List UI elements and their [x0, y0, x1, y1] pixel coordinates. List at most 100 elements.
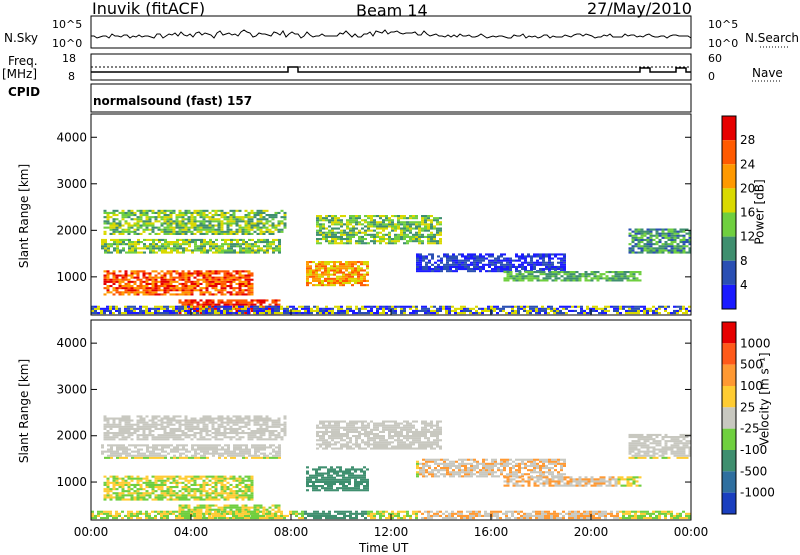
echo-cell [176, 227, 179, 229]
echo-cell [463, 306, 466, 308]
echo-cell [143, 239, 146, 241]
echo-cell [221, 289, 224, 291]
echo-cell [549, 271, 552, 273]
echo-cell [110, 418, 113, 420]
echo-cell [649, 308, 652, 310]
echo-cell [122, 420, 125, 422]
echo-cell [194, 426, 197, 428]
echo-cell [215, 239, 218, 241]
echo-cell [140, 281, 143, 283]
echo-cell [251, 291, 254, 293]
echo-cell [122, 457, 125, 459]
echo-cell [199, 310, 202, 312]
echo-cell [107, 444, 110, 446]
echo-cell [433, 219, 436, 221]
echo-cell [152, 243, 155, 245]
echo-cell [191, 457, 194, 459]
echo-cell [167, 499, 170, 501]
echo-cell [579, 279, 582, 281]
echo-cell [206, 210, 209, 212]
echo-cell [113, 293, 116, 295]
echo-cell [125, 229, 128, 231]
echo-cell [152, 446, 155, 448]
echo-cell [248, 227, 251, 229]
echo-cell [182, 272, 185, 274]
echo-cell [533, 268, 536, 270]
echo-cell [251, 227, 254, 229]
echo-cell [260, 428, 263, 430]
echo-cell [637, 308, 640, 310]
echo-cell [523, 308, 526, 310]
echo-cell [238, 310, 241, 312]
echo-cell [143, 432, 146, 434]
echo-cell [188, 422, 191, 424]
echo-cell [104, 231, 107, 233]
echo-cell [503, 258, 506, 260]
echo-cell [227, 212, 230, 214]
echo-cell [491, 262, 494, 264]
echo-cell [257, 507, 260, 509]
echo-cell [579, 273, 582, 275]
echo-cell [107, 422, 110, 424]
echo-cell [321, 261, 324, 263]
echo-cell [152, 492, 155, 494]
echo-cell [230, 484, 233, 486]
echo-cell [125, 494, 128, 496]
echo-cell [646, 312, 649, 314]
echo-cell [284, 424, 287, 426]
echo-cell [236, 432, 239, 434]
echo-cell [494, 260, 497, 262]
echo-cell [600, 273, 603, 275]
echo-cell [659, 247, 662, 249]
echo-cell [116, 484, 119, 486]
echo-cell [257, 418, 260, 420]
echo-cell [185, 241, 188, 243]
echo-cell [188, 291, 191, 293]
echo-cell [337, 228, 340, 230]
echo-cell [149, 484, 152, 486]
echo-cell [221, 214, 224, 216]
echo-cell [239, 438, 242, 440]
echo-cell [161, 428, 164, 430]
echo-cell [665, 229, 668, 231]
echo-cell [248, 247, 251, 249]
echo-cell [200, 252, 203, 254]
echo-cell [342, 263, 345, 265]
echo-cell [239, 270, 242, 272]
echo-cell [436, 242, 439, 244]
echo-cell [679, 306, 682, 308]
echo-cell [535, 312, 538, 314]
echo-cell [229, 306, 232, 308]
echo-cell [526, 310, 529, 312]
echo-cell [172, 308, 175, 310]
echo-cell [215, 279, 218, 281]
echo-cell [170, 225, 173, 227]
echo-cell [185, 281, 188, 283]
echo-cell [430, 228, 433, 230]
echo-cell [562, 308, 565, 310]
echo-cell [415, 228, 418, 230]
echo-cell [137, 289, 140, 291]
echo-cell [152, 249, 155, 251]
echo-cell [430, 215, 433, 217]
echo-cell [269, 229, 272, 231]
echo-cell [364, 238, 367, 240]
echo-cell [143, 478, 146, 480]
echo-cell [532, 308, 535, 310]
echo-cell [319, 223, 322, 225]
echo-cell [337, 306, 340, 308]
echo-cell [629, 243, 632, 245]
echo-cell [641, 241, 644, 243]
echo-cell [146, 476, 149, 478]
echo-cell [256, 310, 259, 312]
echo-cell [257, 415, 260, 417]
echo-cell [161, 222, 164, 224]
echo-cell [437, 264, 440, 266]
echo-cell [170, 444, 173, 446]
echo-cell [134, 428, 137, 430]
echo-cell [131, 252, 134, 254]
echo-cell [94, 310, 97, 312]
echo-cell [628, 312, 631, 314]
echo-cell [227, 216, 230, 218]
echo-cell [130, 306, 133, 308]
